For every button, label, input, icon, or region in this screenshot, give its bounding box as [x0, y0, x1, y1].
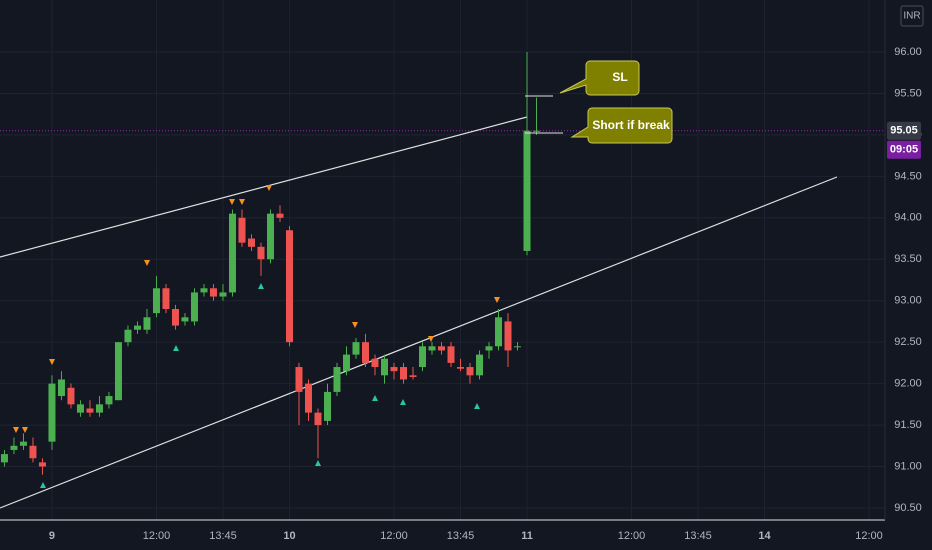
x-tick-label: 13:45: [684, 530, 712, 542]
x-tick-label: 12:00: [855, 530, 883, 542]
candle-body: [114, 342, 122, 401]
candle-body: [10, 445, 18, 450]
candle-body: [342, 354, 350, 372]
currency[interactable]: INR: [903, 11, 920, 22]
last-price-label: 95.05: [890, 125, 918, 137]
x-tick-label: 10: [283, 530, 295, 542]
candle-body: [323, 391, 331, 421]
candle-body: [238, 217, 246, 243]
countdown-label: 09:05: [890, 144, 918, 156]
candle-body: [409, 375, 417, 377]
candle-body: [476, 354, 484, 376]
candle-body: [495, 317, 503, 347]
x-tick-label: 9: [49, 530, 55, 542]
x-tick-label: 13:45: [209, 530, 237, 542]
candle-body: [295, 367, 303, 392]
candle-body: [257, 246, 265, 260]
candle-body: [190, 292, 198, 322]
candle-body: [533, 130, 541, 132]
candle-body: [228, 213, 236, 293]
grid: [0, 0, 885, 520]
candle-body: [152, 288, 160, 314]
candle-body: [419, 346, 427, 368]
candle-body: [504, 321, 512, 351]
candle-body: [371, 358, 379, 368]
candle-body: [514, 346, 522, 348]
candle-body: [162, 288, 170, 309]
x-tick-label: 12:00: [143, 530, 171, 542]
candle-body: [285, 230, 293, 343]
candle-body: [19, 441, 27, 446]
candle-body: [447, 346, 455, 363]
y-tick-label: 94.50: [894, 170, 922, 182]
candle-body: [304, 383, 312, 413]
callout-text: Short if break: [592, 118, 670, 132]
candle-body: [133, 325, 141, 330]
x-tick-label: 11: [521, 530, 533, 542]
candle-body: [181, 317, 189, 322]
candle-body: [171, 308, 179, 326]
candle-body: [361, 342, 369, 363]
currency-box[interactable]: [900, 5, 924, 27]
y-tick-label: 91.50: [894, 419, 922, 431]
last-price-box: [887, 121, 921, 140]
down-marker: [13, 185, 500, 433]
candle-body: [219, 292, 227, 297]
candle-body: [266, 213, 274, 260]
candle-body: [466, 367, 474, 376]
signal-markers: [13, 185, 500, 488]
y-tick-label: 95.50: [894, 87, 922, 99]
trend-line: [0, 176, 838, 509]
candle-body: [247, 238, 255, 247]
y-tick-label: 92.00: [894, 378, 922, 390]
y-tick-label: 90.50: [894, 502, 922, 514]
x-tick-label: 14: [758, 530, 771, 542]
candle-body: [428, 346, 436, 351]
y-tick-label: 96.00: [894, 46, 922, 58]
candle-body: [457, 367, 465, 369]
x-tick-label: 12:00: [618, 530, 646, 542]
y-tick-label: 94.00: [894, 212, 922, 224]
y-tick-label: 91.00: [894, 460, 922, 472]
axis-labels: 90.50 91.00 91.50 92.00 92.50 93.00 93.50 94.00…: [49, 46, 922, 542]
candle-body: [124, 329, 132, 343]
candle-body: [67, 387, 75, 405]
candle-body: [523, 130, 531, 251]
callout: [559, 60, 640, 96]
candle-body: [438, 346, 446, 351]
candle-body: [390, 367, 398, 372]
candle-body: [29, 445, 37, 459]
countdown-box: [887, 140, 921, 159]
candle-body: [0, 454, 8, 463]
callout-text: SL: [612, 70, 627, 84]
candle-body: [48, 383, 56, 442]
candle-body: [57, 379, 65, 397]
up-marker: [40, 283, 480, 488]
candle-body: [352, 342, 360, 355]
candle-body: [276, 213, 284, 218]
candle-body: [105, 396, 113, 405]
candle-body: [399, 367, 407, 380]
candle-body: [333, 367, 341, 392]
candle-body: [143, 317, 151, 330]
y-tick-label: 93.00: [894, 295, 922, 307]
candle-body: [76, 404, 84, 413]
candle-body: [95, 404, 103, 413]
candles: [0, 51, 541, 475]
callout: [570, 107, 673, 144]
candle-body: [209, 288, 217, 297]
candle-body: [200, 288, 208, 293]
x-tick-label: 13:45: [447, 530, 475, 542]
y-tick-label: 93.50: [894, 253, 922, 265]
y-tick-label: 92.50: [894, 336, 922, 348]
candle-body: [485, 346, 493, 351]
x-tick-label: 12:00: [380, 530, 408, 542]
candle-body: [380, 358, 388, 376]
candle-body: [86, 408, 94, 413]
candle-body: [38, 462, 46, 467]
candle-body: [314, 412, 322, 426]
trend-line: [0, 116, 528, 258]
